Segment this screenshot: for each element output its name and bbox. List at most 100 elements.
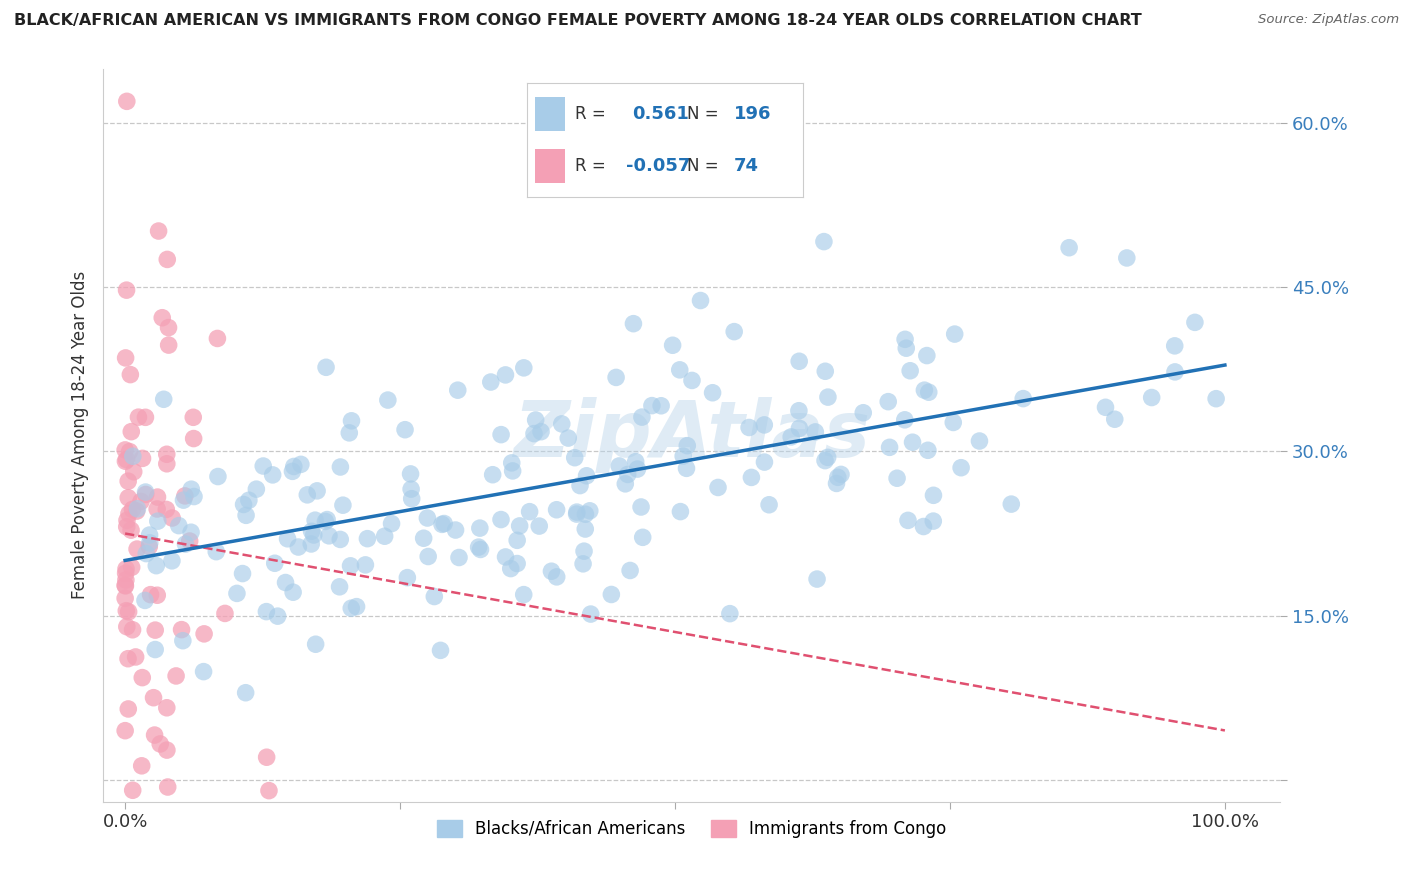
Point bbox=[650, 399, 672, 413]
Point bbox=[135, 487, 157, 501]
Point bbox=[481, 467, 503, 482]
Point bbox=[146, 514, 169, 528]
Point bbox=[676, 439, 699, 453]
Point bbox=[624, 455, 647, 469]
Point bbox=[329, 533, 352, 547]
Point bbox=[479, 375, 502, 389]
Point bbox=[266, 609, 288, 624]
Point bbox=[423, 590, 446, 604]
Point bbox=[160, 554, 183, 568]
Point bbox=[305, 637, 328, 651]
Point bbox=[183, 432, 205, 446]
Point bbox=[675, 461, 697, 475]
Point bbox=[495, 368, 517, 382]
Point bbox=[470, 542, 492, 557]
Point bbox=[232, 498, 254, 512]
Point bbox=[157, 320, 180, 334]
Point bbox=[340, 601, 363, 615]
Point bbox=[814, 453, 837, 467]
Point bbox=[912, 519, 935, 533]
Point bbox=[122, 465, 145, 479]
Point bbox=[377, 393, 399, 408]
Point bbox=[626, 462, 648, 476]
Point bbox=[689, 293, 711, 308]
Point bbox=[787, 403, 810, 417]
Point bbox=[546, 502, 568, 516]
Point bbox=[950, 460, 973, 475]
Point bbox=[565, 505, 588, 519]
Point bbox=[499, 561, 522, 575]
Point bbox=[165, 669, 187, 683]
Point bbox=[120, 368, 142, 382]
Point bbox=[117, 702, 139, 716]
Point bbox=[879, 440, 901, 454]
Point bbox=[316, 512, 339, 526]
Point bbox=[569, 478, 592, 492]
Point bbox=[1115, 251, 1137, 265]
Y-axis label: Female Poverty Among 18-24 Year Olds: Female Poverty Among 18-24 Year Olds bbox=[72, 271, 89, 599]
Point bbox=[429, 643, 451, 657]
Point bbox=[262, 467, 284, 482]
Point bbox=[723, 325, 745, 339]
Point bbox=[281, 585, 304, 599]
Point bbox=[138, 528, 160, 542]
Point bbox=[572, 544, 595, 558]
Point bbox=[131, 451, 153, 466]
Point bbox=[160, 511, 183, 525]
Point bbox=[356, 532, 378, 546]
Point bbox=[129, 494, 152, 508]
Point bbox=[299, 537, 322, 551]
Point bbox=[412, 531, 434, 545]
Point bbox=[789, 421, 811, 435]
Point bbox=[118, 444, 141, 458]
Point bbox=[852, 406, 875, 420]
Point bbox=[467, 540, 489, 554]
Point bbox=[447, 550, 470, 565]
Point bbox=[894, 332, 917, 346]
Point bbox=[575, 468, 598, 483]
Point bbox=[172, 633, 194, 648]
Point bbox=[942, 416, 965, 430]
Point bbox=[512, 588, 534, 602]
Point bbox=[506, 557, 529, 571]
Point bbox=[142, 690, 165, 705]
Point bbox=[1164, 365, 1187, 379]
Point bbox=[605, 370, 627, 384]
Point bbox=[416, 511, 439, 525]
Point bbox=[156, 457, 179, 471]
Point bbox=[121, 449, 143, 463]
Point bbox=[495, 549, 517, 564]
Point bbox=[115, 513, 138, 527]
Point bbox=[1205, 392, 1227, 406]
Point bbox=[912, 383, 935, 397]
Point bbox=[183, 490, 205, 504]
Point bbox=[806, 572, 828, 586]
Point bbox=[114, 566, 136, 581]
Point bbox=[302, 528, 325, 542]
Text: BLACK/AFRICAN AMERICAN VS IMMIGRANTS FROM CONGO FEMALE POVERTY AMONG 18-24 YEAR : BLACK/AFRICAN AMERICAN VS IMMIGRANTS FRO… bbox=[14, 13, 1142, 29]
Point bbox=[339, 558, 361, 573]
Point bbox=[827, 470, 849, 484]
Point bbox=[121, 560, 143, 574]
Point bbox=[193, 665, 215, 679]
Point bbox=[297, 488, 319, 502]
Point bbox=[513, 360, 536, 375]
Point bbox=[551, 417, 574, 431]
Point bbox=[529, 519, 551, 533]
Point bbox=[135, 547, 157, 561]
Point bbox=[718, 607, 741, 621]
Point bbox=[329, 580, 352, 594]
Point bbox=[922, 488, 945, 502]
Point bbox=[277, 532, 299, 546]
Point bbox=[813, 235, 835, 249]
Point bbox=[669, 505, 692, 519]
Point bbox=[134, 593, 156, 607]
Point bbox=[314, 515, 336, 529]
Point bbox=[780, 430, 803, 444]
Point bbox=[281, 464, 304, 478]
Point bbox=[155, 502, 177, 516]
Point bbox=[623, 317, 645, 331]
Point bbox=[630, 500, 652, 514]
Point bbox=[922, 514, 945, 528]
Point bbox=[146, 502, 169, 516]
